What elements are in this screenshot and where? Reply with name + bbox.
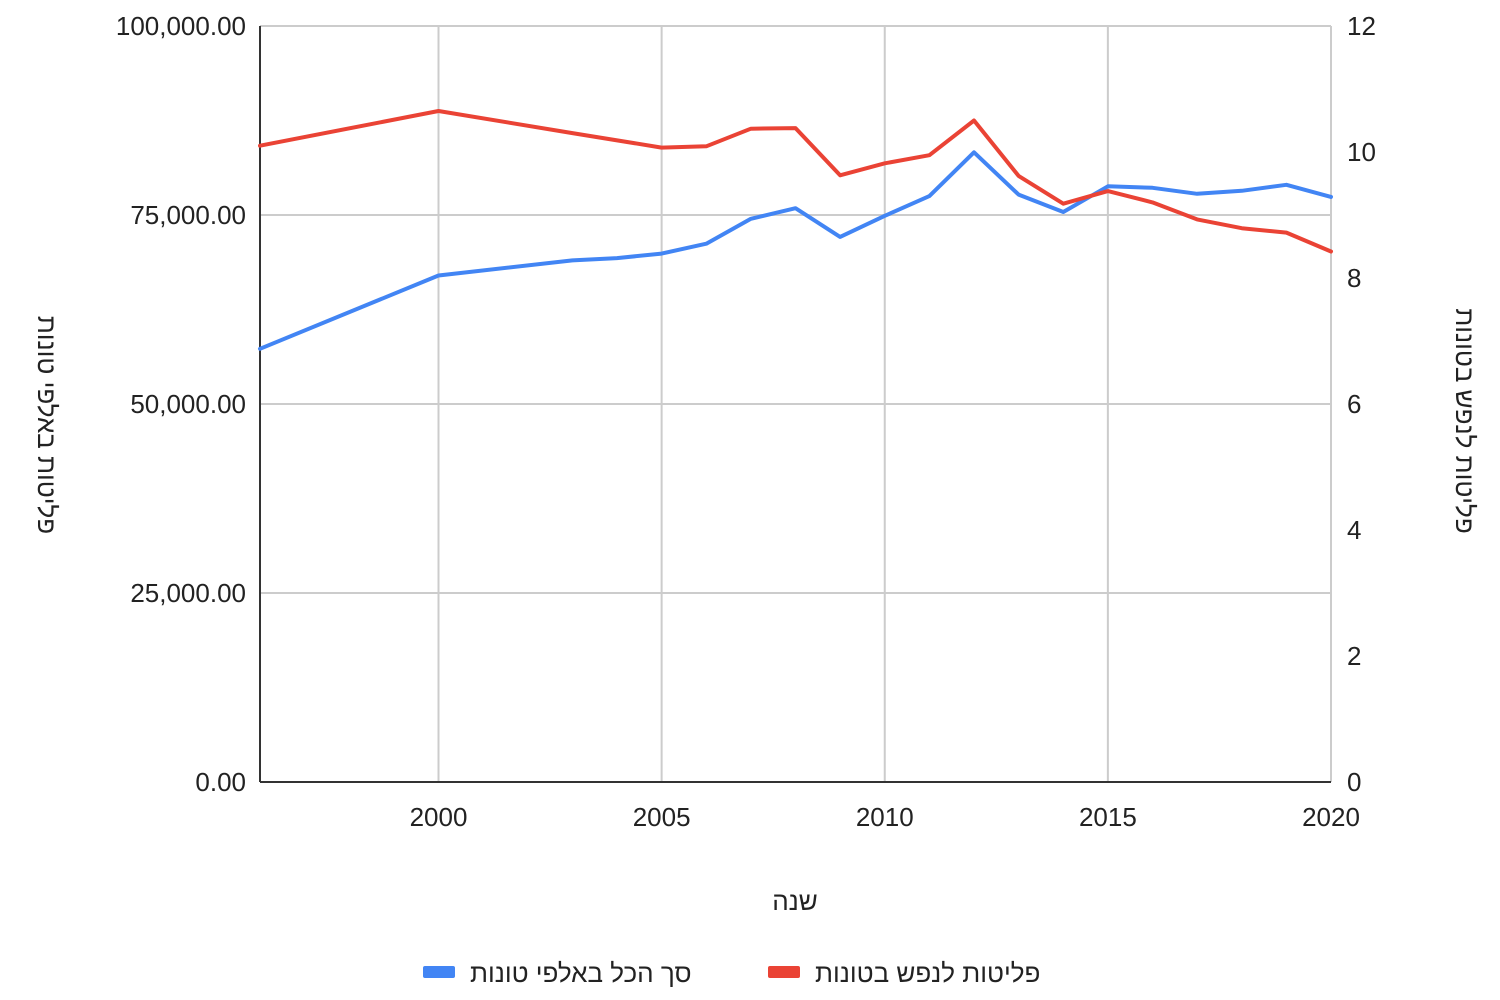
legend-label-per-capita: פליטות לנפש בטונות bbox=[815, 958, 1040, 988]
y-left-tick-label: 100,000.00 bbox=[116, 11, 246, 41]
legend-swatch-per-capita bbox=[768, 966, 800, 978]
x-tick-label: 2010 bbox=[856, 802, 914, 832]
x-axis-title: שנה bbox=[772, 886, 818, 916]
y-right-tick-label: 8 bbox=[1347, 263, 1361, 293]
y-left-tick-label: 0.00 bbox=[195, 767, 246, 797]
x-tick-label: 2005 bbox=[633, 802, 691, 832]
x-tick-label: 2015 bbox=[1079, 802, 1137, 832]
right-axis-title: פליטות לנפש בטונות bbox=[1450, 308, 1480, 533]
y-right-tick-label: 12 bbox=[1347, 11, 1376, 41]
y-right-tick-label: 4 bbox=[1347, 515, 1361, 545]
tick-labels: 0.00 25,000.00 50,000.00 75,000.00 100,000.0… bbox=[116, 11, 1376, 832]
y-right-tick-label: 0 bbox=[1347, 767, 1361, 797]
x-tick-label: 2020 bbox=[1302, 802, 1360, 832]
y-right-tick-label: 6 bbox=[1347, 389, 1361, 419]
series-line-per-capita bbox=[258, 109, 1333, 254]
y-left-tick-label: 75,000.00 bbox=[130, 200, 246, 230]
legend-label-total: סך הכל באלפי טונות bbox=[470, 958, 692, 988]
series bbox=[258, 109, 1333, 351]
y-right-tick-label: 10 bbox=[1347, 137, 1376, 167]
series-line-total bbox=[258, 150, 1333, 351]
x-tick-label: 2000 bbox=[410, 802, 468, 832]
grid bbox=[260, 25, 1332, 782]
left-axis-title: פליטות באלפי טונות bbox=[32, 316, 62, 534]
y-left-tick-label: 50,000.00 bbox=[130, 389, 246, 419]
y-left-tick-label: 25,000.00 bbox=[130, 578, 246, 608]
legend-swatch-total bbox=[423, 966, 455, 978]
y-right-tick-label: 2 bbox=[1347, 641, 1361, 671]
axes bbox=[259, 26, 1331, 783]
legend: סך הכל באלפי טונות פליטות לנפש בטונות bbox=[423, 958, 1040, 988]
